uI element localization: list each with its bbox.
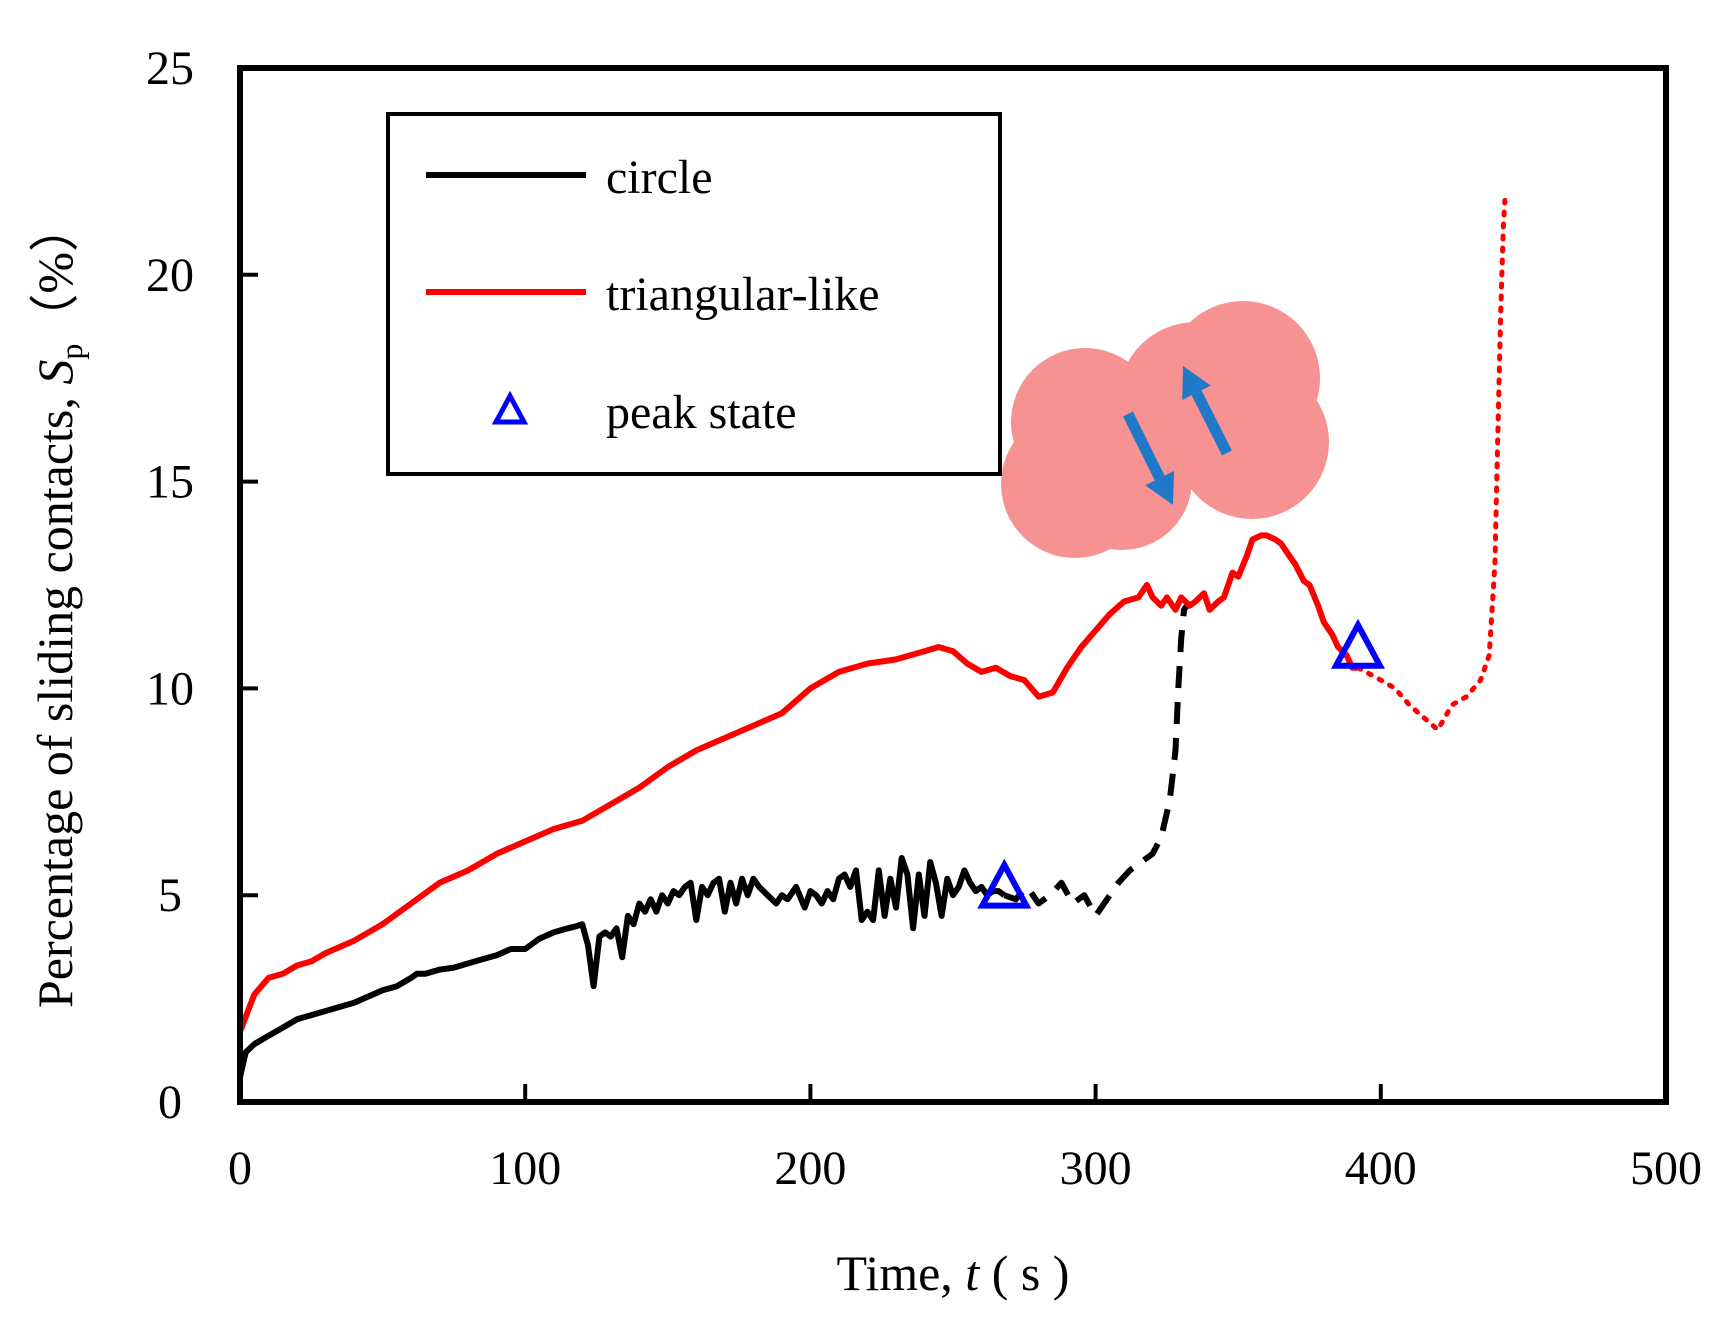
arrow-up-icon-head <box>1182 366 1211 400</box>
y-tick-label-20: 20 <box>146 249 194 302</box>
y-tick-label-25: 25 <box>146 42 194 95</box>
arrow-down-icon-head <box>1145 471 1175 505</box>
y-axis-title-sub: p <box>53 344 89 360</box>
peak-marker-circle <box>977 858 1032 909</box>
x-tick-label-300: 300 <box>1060 1142 1132 1195</box>
x-axis-title-var: t <box>965 1245 980 1301</box>
series-line-circle-dashed <box>1003 603 1190 919</box>
arrow-up-icon-shaft <box>1191 390 1232 456</box>
series-line-triangular-like-dotted <box>1355 197 1508 733</box>
arrow-down-icon-shaft <box>1123 411 1165 481</box>
x-tick-label-400: 400 <box>1345 1142 1417 1195</box>
y-axis-title-suffix: （%） <box>27 202 83 344</box>
x-axis-title: Time, t ( s ) <box>837 1245 1070 1301</box>
y-tick-label-5: 5 <box>158 869 182 922</box>
axis-ticks: 0 100 200 300 400 500 0 5 10 15 20 25 <box>146 42 1702 1195</box>
y-tick-label-15: 15 <box>146 456 194 509</box>
x-axis-title-suffix: ( s ) <box>979 1245 1069 1301</box>
y-axis-title-prefix: Percentage of sliding contacts, <box>27 385 83 1008</box>
x-axis-title-prefix: Time, <box>837 1245 966 1301</box>
plot-frame <box>237 65 1669 1105</box>
y-axis-title: Percentage of sliding contacts, Sp（%） <box>27 202 89 1008</box>
series-line-circle-solid <box>237 855 1007 1078</box>
series-layer <box>237 197 1508 1078</box>
x-tick-label-100: 100 <box>489 1142 561 1195</box>
peak-markers-layer <box>977 618 1386 909</box>
x-tick-label-500: 500 <box>1630 1142 1702 1195</box>
legend-label-circle: circle <box>606 151 713 204</box>
x-tick-label-0: 0 <box>228 1142 252 1195</box>
y-tick-label-10: 10 <box>146 662 194 715</box>
legend-label-peak: peak state <box>606 386 797 439</box>
y-tick-label-0: 0 <box>158 1076 182 1129</box>
x-tick-label-200: 200 <box>774 1142 846 1195</box>
legend-marker-peak <box>491 390 529 425</box>
legend: circle triangular-like peak state <box>386 112 1002 476</box>
inset-illustration <box>1001 301 1329 558</box>
legend-label-triangular: triangular-like <box>606 268 880 321</box>
series-line-triangular-like-solid <box>237 532 1358 1033</box>
peak-marker-triangular-like <box>1330 618 1386 669</box>
y-axis-title-var: S <box>27 360 83 385</box>
